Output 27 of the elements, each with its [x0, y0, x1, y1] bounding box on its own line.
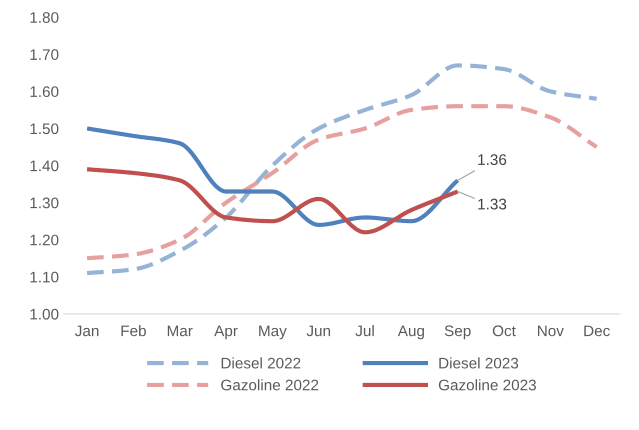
- legend-label: Gazoline 2022: [221, 379, 318, 390]
- y-tick-label: 1.60: [30, 86, 58, 98]
- x-tick-label: Feb: [121, 325, 146, 336]
- x-tick-label: Sep: [444, 325, 471, 340]
- x-tick-label: Mar: [168, 326, 193, 336]
- x-tick-label: Jun: [306, 326, 330, 336]
- x-tick-label: Jul: [356, 325, 374, 336]
- y-tick-label: 1.20: [30, 234, 58, 246]
- legend-label: Diesel 2023: [439, 357, 518, 369]
- legend-label: Diesel 2022: [222, 357, 300, 369]
- y-tick-label: 1.50: [30, 123, 58, 134]
- y-tick-label: 1.10: [30, 272, 58, 282]
- y-tick-label: 1.40: [30, 160, 58, 172]
- y-tick-label: 1.70: [30, 49, 58, 60]
- x-tick-label: Apr: [214, 326, 238, 340]
- x-tick-label: Aug: [398, 326, 424, 340]
- y-tick-label: 1.00: [30, 308, 58, 320]
- legend-label: Gazoline 2023: [438, 379, 536, 390]
- y-tick-label: 1.30: [30, 198, 58, 208]
- data-label: 1.36: [478, 154, 506, 166]
- x-tick-label: Jan: [74, 326, 98, 336]
- x-tick-label: May: [259, 326, 287, 340]
- data-label: 1.33: [478, 198, 506, 210]
- x-tick-label: Nov: [538, 326, 564, 336]
- y-tick-label: 1.80: [30, 12, 58, 23]
- x-tick-label: Oct: [492, 325, 516, 336]
- x-tick-label: Dec: [584, 326, 610, 336]
